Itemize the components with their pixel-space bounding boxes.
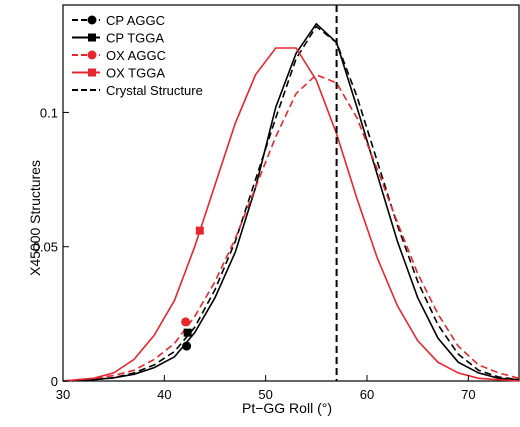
- marker-layer: [181, 226, 204, 351]
- legend-marker: [88, 68, 96, 77]
- series-marker-cp-aggc: [182, 341, 192, 351]
- legend: CP AGGC CP TGGA OX AGGC OX TGGA Crystal Stru…: [72, 13, 203, 98]
- legend-marker: [88, 33, 96, 42]
- tick-layer: 30 40 50 60 70 0 0.05 0.1: [33, 105, 476, 402]
- legend-marker: [87, 50, 97, 60]
- legend-label: OX AGGC: [106, 48, 166, 63]
- legend-entry-ox-tgga: OX TGGA: [72, 66, 165, 81]
- legend-entry-ox-aggc: OX AGGC: [72, 48, 166, 63]
- series-layer: [62, 22, 520, 382]
- legend-label: CP TGGA: [106, 31, 164, 46]
- legend-entry-cp-aggc: CP AGGC: [72, 13, 165, 28]
- plot-border: [62, 4, 520, 382]
- series-line-ox-tgga: [62, 47, 520, 382]
- legend-entry-crystal-structure: Crystal Structure: [72, 83, 203, 98]
- y-axis-label: X45000 Structures: [27, 160, 43, 276]
- series-marker-cp-tgga: [183, 328, 192, 337]
- series-marker-ox-tgga: [195, 226, 204, 235]
- x-tick-label: 60: [360, 387, 374, 402]
- x-axis-label: Pt−GG Roll (°): [242, 400, 332, 416]
- legend-entry-cp-tgga: CP TGGA: [72, 31, 164, 46]
- plot-frame: [62, 4, 520, 382]
- x-tick-label: 70: [461, 387, 475, 402]
- legend-label: CP AGGC: [106, 13, 165, 28]
- x-tick-label: 30: [56, 387, 70, 402]
- series-marker-ox-aggc: [181, 317, 191, 327]
- y-tick-label: 0.1: [40, 105, 58, 120]
- x-tick-label: 50: [258, 387, 272, 402]
- legend-label: OX TGGA: [106, 66, 165, 81]
- legend-marker: [87, 15, 97, 25]
- series-line-ox-aggc: [62, 73, 520, 382]
- y-tick-label: 0.05: [33, 240, 58, 255]
- legend-label: Crystal Structure: [106, 83, 203, 98]
- y-tick-label: 0: [51, 374, 58, 389]
- x-tick-label: 40: [157, 387, 171, 402]
- series-line-cp-tgga: [62, 22, 520, 382]
